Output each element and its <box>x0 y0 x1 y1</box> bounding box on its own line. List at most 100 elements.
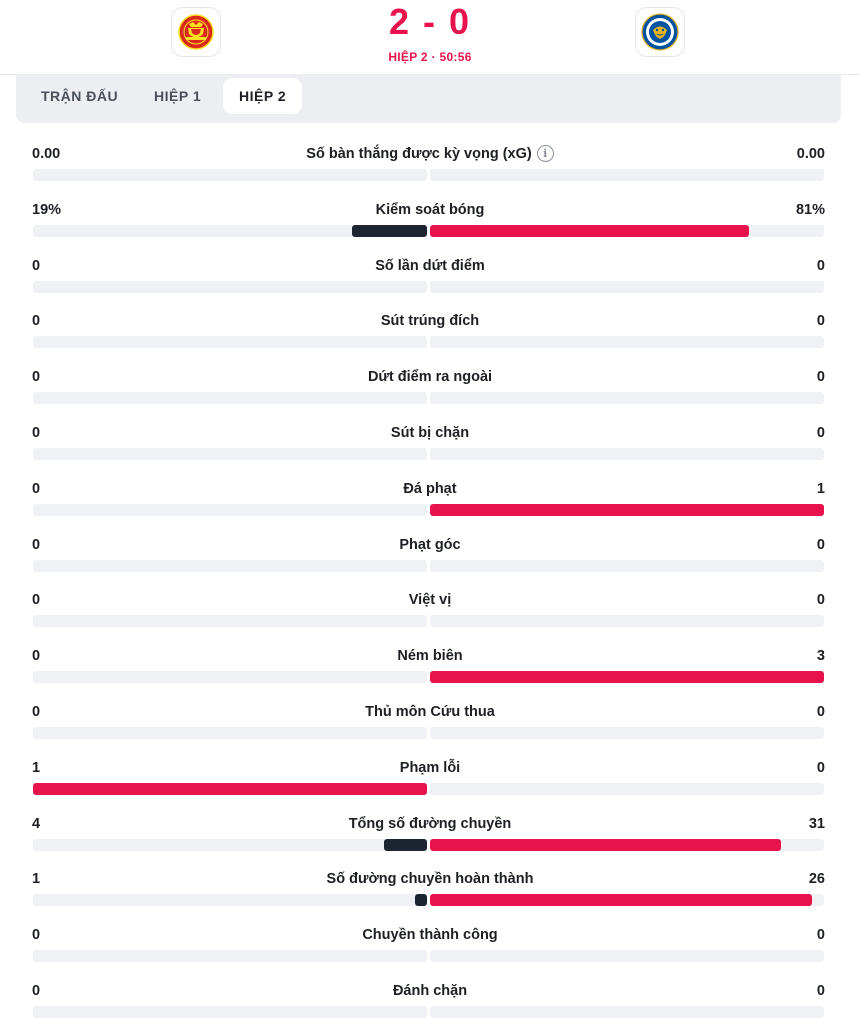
stat-label: Thủ môn Cứu thua <box>0 703 860 721</box>
stat-label: Số đường chuyền hoàn thành <box>0 870 860 888</box>
home-stat-bar-track <box>33 280 427 293</box>
away-stat-value: 0 <box>816 313 825 330</box>
stat-row: 4 Tổng số đường chuyền 31 <box>0 793 860 851</box>
home-stat-value: 0 <box>32 369 41 386</box>
home-stat-bar-track <box>33 671 427 684</box>
stat-label: Việt vị <box>0 591 860 609</box>
home-stat-value: 0 <box>32 536 41 553</box>
home-stat-bar <box>415 894 427 907</box>
away-stat-value: 0 <box>816 703 825 720</box>
away-stat-bar-track <box>430 224 824 237</box>
stat-row: 0 Phạt góc 0 <box>0 514 860 572</box>
away-stat-bar <box>430 224 750 237</box>
stat-row: 0.00 Số bàn thắng được kỳ vọng (xG) i 0.00 <box>0 123 860 181</box>
stat-row: 0 Đá phạt 1 <box>0 458 860 516</box>
stat-label-text: Phạt góc <box>399 536 461 553</box>
away-stat-bar-track <box>430 894 824 907</box>
away-stat-bar-track <box>430 1005 824 1018</box>
stat-label: Số lần dứt điểm <box>0 257 860 275</box>
home-stat-value: 0 <box>32 648 41 665</box>
away-stat-bar <box>430 838 781 851</box>
stat-label-text: Sút trúng đích <box>380 313 480 330</box>
leicester-city-crest-icon <box>641 13 679 51</box>
away-stat-bar-track <box>430 782 824 795</box>
home-stat-bar-track <box>33 838 427 851</box>
tab-match[interactable]: TRẬN ĐẤU <box>41 88 119 104</box>
away-stat-value: 0 <box>816 424 825 441</box>
away-stat-value: 81% <box>795 201 825 218</box>
stat-row: 0 Thủ môn Cứu thua 0 <box>0 681 860 739</box>
stat-label-text: Kiểm soát bóng <box>375 201 485 218</box>
away-stat-bar-track <box>430 615 824 628</box>
match-score: 2 - 0 <box>388 1 472 42</box>
info-icon[interactable]: i <box>536 145 554 162</box>
home-stat-value: 4 <box>32 815 41 832</box>
stat-label-text: Số đường chuyền hoàn thành <box>326 871 534 888</box>
away-stat-bar <box>430 894 813 907</box>
stat-row: 1 Phạm lỗi 0 <box>0 737 860 795</box>
stats-list: 0.00 Số bàn thắng được kỳ vọng (xG) i 0.00 1… <box>0 123 860 1018</box>
home-stat-bar-track <box>33 894 427 907</box>
home-stat-value: 0 <box>32 703 41 720</box>
home-stat-bar-track <box>33 726 427 739</box>
stat-label-text: Thủ môn Cứu thua <box>365 703 495 720</box>
away-stat-bar-track <box>430 726 824 739</box>
away-stat-value: 0 <box>816 592 825 609</box>
away-stat-bar <box>430 503 824 516</box>
away-stat-value: 0 <box>816 536 825 553</box>
stat-label: Dứt điểm ra ngoài <box>0 368 860 386</box>
stat-row: 0 Dứt điểm ra ngoài 0 <box>0 346 860 405</box>
stat-label-text: Tổng số đường chuyền <box>348 815 512 832</box>
stat-label-text: Phạm lỗi <box>399 759 461 776</box>
home-stat-bar-track <box>33 224 427 237</box>
home-stat-bar-track <box>33 336 427 349</box>
home-stat-value: 1 <box>32 759 41 776</box>
match-period-time: HIỆP 2 · 50:56 <box>388 50 472 64</box>
away-stat-bar-track <box>430 671 824 684</box>
home-stat-value: 0 <box>32 592 41 609</box>
away-stat-value: 0.00 <box>796 146 825 162</box>
tab-second-half[interactable]: HIỆP 2 <box>223 78 303 114</box>
home-stat-value: 0 <box>32 313 41 330</box>
home-stat-value: 19% <box>32 201 62 218</box>
stat-row: 0 Sút trúng đích 0 <box>0 290 860 349</box>
away-stat-bar <box>430 671 824 684</box>
stat-label-text: Sút bị chặn <box>390 424 470 441</box>
away-stat-bar-track <box>430 169 824 181</box>
away-stat-value: 3 <box>816 648 825 665</box>
home-stat-bar-track <box>33 782 427 795</box>
stat-label-text: Ném biên <box>397 648 463 665</box>
away-stat-bar-track <box>430 280 824 293</box>
stat-label-text: Đánh chặn <box>392 982 468 999</box>
stat-row: 19% Kiểm soát bóng 81% <box>0 179 860 237</box>
home-stat-bar <box>352 224 427 237</box>
period-tabs: TRẬN ĐẤU HIỆP 1 HIỆP 2 <box>16 74 841 123</box>
stat-label-text: Số lần dứt điểm <box>375 257 485 274</box>
stat-label: Ném biên <box>0 647 860 665</box>
home-stat-bar-track <box>33 1005 427 1018</box>
away-stat-bar-track <box>430 950 824 963</box>
away-stat-bar-track <box>430 336 824 349</box>
stat-label: Đá phạt <box>0 480 860 498</box>
home-team-logo[interactable] <box>171 7 221 57</box>
stat-label-text: Đá phạt <box>403 480 457 497</box>
home-stat-bar <box>383 838 427 851</box>
away-stat-bar-track <box>430 503 824 516</box>
stat-row: 0 Sút bị chặn 0 <box>0 402 860 460</box>
stat-row: 0 Số lần dứt điểm 0 <box>0 235 860 293</box>
home-stat-bar-track <box>33 559 427 572</box>
stat-label: Tổng số đường chuyền <box>0 815 860 833</box>
stat-row: 0 Việt vị 0 <box>0 569 860 628</box>
away-team-logo[interactable] <box>635 7 685 57</box>
home-stat-value: 0 <box>32 257 41 274</box>
stat-label: Phạm lỗi <box>0 759 860 777</box>
tab-first-half[interactable]: HIỆP 1 <box>154 88 202 104</box>
home-stat-value: 0 <box>32 927 41 944</box>
away-stat-value: 31 <box>808 815 825 832</box>
away-stat-value: 0 <box>816 257 825 274</box>
away-stat-value: 26 <box>808 871 825 888</box>
home-stat-value: 1 <box>32 871 41 888</box>
home-stat-bar-track <box>33 447 427 460</box>
stat-label-text: Số bàn thắng được kỳ vọng (xG) <box>306 146 532 162</box>
home-stat-bar-track <box>33 392 427 405</box>
